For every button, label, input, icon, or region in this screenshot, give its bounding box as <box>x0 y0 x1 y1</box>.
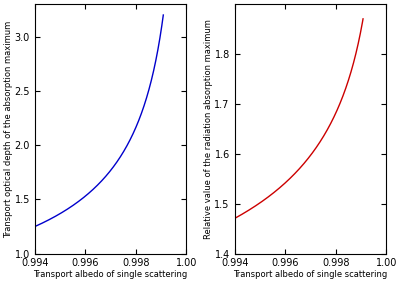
X-axis label: Transport albedo of single scattering: Transport albedo of single scattering <box>34 270 188 279</box>
Y-axis label: Relative value of the radiation absorption maximum: Relative value of the radiation absorpti… <box>204 19 213 239</box>
Y-axis label: Transport optical depth of the absorption maximum: Transport optical depth of the absorptio… <box>4 20 13 237</box>
X-axis label: Transport albedo of single scattering: Transport albedo of single scattering <box>233 270 387 279</box>
